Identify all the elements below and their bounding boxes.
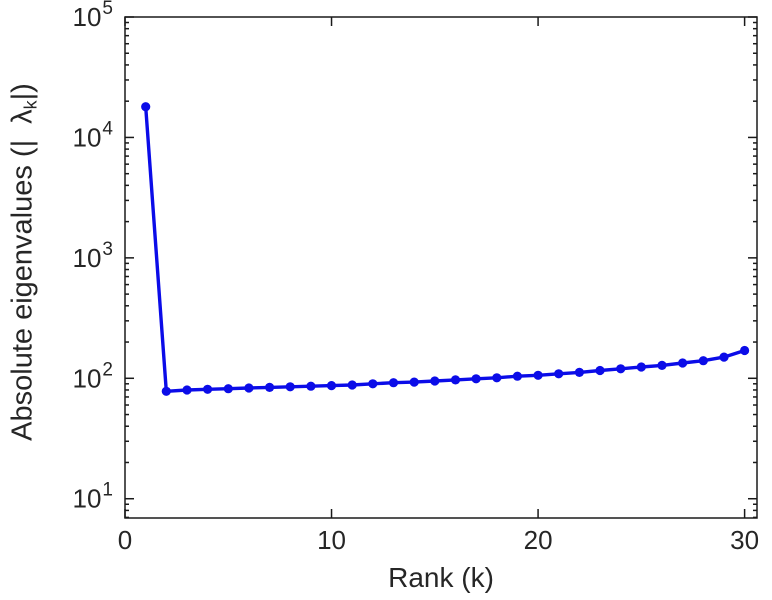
data-point [533,370,543,380]
data-point [657,360,667,370]
x-tick-label: 10 [317,525,346,555]
data-point [409,377,419,387]
y-tick-label: 104 [73,118,114,152]
data-point [326,381,337,391]
data-point [388,378,399,388]
data-point [450,375,461,385]
y-tick-label: 105 [73,0,114,32]
y-tick-label: 101 [73,480,114,514]
data-point [616,364,626,374]
data-point [698,356,708,366]
y-axis-label-suffix: |) [6,83,39,101]
y-tick-label: 103 [73,239,114,273]
data-point [554,369,564,379]
data-point [285,382,295,392]
data-point [574,367,585,377]
data-point [244,383,254,393]
data-point [265,382,275,392]
data-point [471,374,481,384]
data-point [368,379,378,389]
lambda-subscript: k [20,100,41,110]
x-tick-label: 20 [524,525,553,555]
lambda-symbol: λ [6,109,39,124]
data-point [306,381,316,391]
y-axis-label: Absolute eigenvalues (| λk|) [6,83,41,441]
x-axis-label: Rank (k) [388,562,494,593]
x-tick-label: 0 [118,525,132,555]
y-tick-label: 102 [73,359,114,393]
data-series-line [143,104,747,393]
data-point [347,380,357,390]
data-point [492,373,502,383]
x-tick-label: 30 [730,525,759,555]
data-point [161,386,171,396]
data-point [182,385,192,395]
plot-box [124,16,758,519]
data-point [430,376,440,386]
y-axis-label-prefix: Absolute eigenvalues (| [6,139,39,441]
data-point [740,345,750,356]
data-point [678,358,688,368]
data-point [141,102,151,112]
data-point [223,384,233,394]
data-point [719,352,729,362]
data-point [203,384,213,394]
data-point [512,371,523,381]
data-point [636,362,646,372]
data-point [595,365,605,376]
